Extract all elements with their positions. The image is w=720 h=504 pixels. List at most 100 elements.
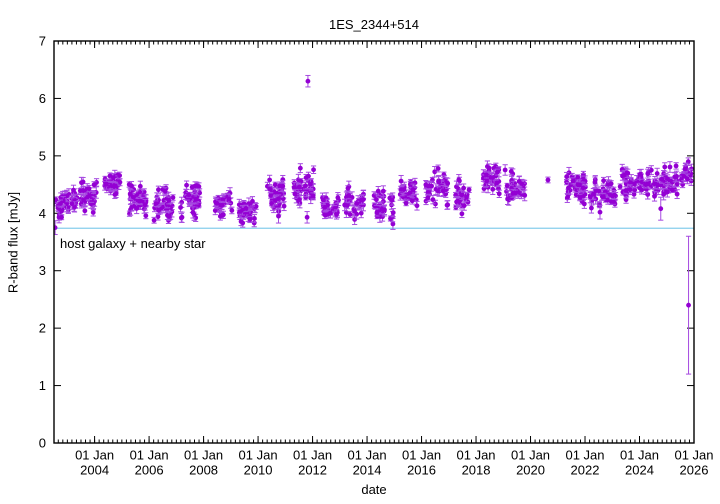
x-tick-label-line1: 01 Jan (130, 448, 169, 463)
data-point (137, 198, 142, 204)
data-point (605, 197, 611, 203)
data-point (268, 193, 274, 198)
x-tick-label-line1: 01 Jan (184, 448, 223, 463)
data-point (190, 210, 196, 215)
data-point (456, 177, 462, 183)
data-point (580, 176, 586, 182)
season-cluster (151, 184, 176, 224)
data-point (413, 197, 419, 203)
data-point (445, 202, 451, 208)
data-point (654, 171, 660, 176)
data-point (486, 165, 492, 171)
x-tick-label-line1: 01 Jan (457, 448, 496, 463)
data-point (631, 191, 637, 197)
data-point (71, 197, 77, 203)
data-point (131, 194, 136, 200)
data-point (303, 194, 309, 200)
x-tick-label-line1: 01 Jan (511, 448, 550, 463)
data-point (81, 197, 86, 203)
data-point (601, 178, 606, 184)
data-point (304, 214, 310, 220)
data-point (580, 185, 586, 191)
data-point (672, 174, 678, 180)
data-point (454, 184, 459, 190)
data-point (545, 177, 551, 183)
data-point (308, 181, 313, 187)
x-tick-label-line2: 2012 (298, 463, 327, 478)
data-point (276, 213, 281, 219)
data-point (247, 217, 253, 222)
data-point (466, 187, 472, 193)
data-point (566, 185, 571, 191)
data-point (658, 182, 664, 188)
data-point (243, 205, 249, 211)
data-point (129, 183, 134, 189)
y-axis-tick-labels: 0 1 2 3 4 5 6 7 (39, 34, 46, 451)
data-point (686, 302, 691, 308)
data-point (250, 198, 255, 204)
data-point (134, 206, 140, 211)
data-point (625, 170, 631, 176)
y-tick-label: 3 (39, 263, 46, 278)
data-point (166, 198, 172, 203)
data-point (590, 191, 596, 197)
data-point (374, 210, 380, 215)
data-point (220, 212, 226, 218)
data-point (621, 172, 627, 178)
data-point (684, 176, 690, 182)
data-point (490, 186, 496, 192)
data-point (435, 166, 441, 171)
x-tick-label-line1: 01 Jan (239, 448, 278, 463)
data-point (156, 207, 162, 213)
data-point (80, 188, 86, 193)
data-point (464, 194, 469, 200)
data-point (575, 182, 581, 188)
x-tick-label-line2: 2016 (407, 463, 436, 478)
data-point (113, 183, 118, 189)
x-tick-label-line2: 2020 (516, 463, 545, 478)
data-point (484, 178, 490, 184)
data-point (581, 201, 587, 207)
data-point (508, 168, 514, 174)
data-point (351, 208, 357, 214)
data-point (670, 179, 675, 185)
y-tick-label: 4 (39, 206, 46, 221)
host-galaxy-annotation: host galaxy + nearby star (60, 236, 206, 251)
data-point (435, 188, 441, 194)
data-points-layer (54, 74, 694, 375)
x-tick-label-line2: 2008 (189, 463, 218, 478)
data-point (142, 202, 148, 208)
season-cluster (453, 174, 472, 219)
data-point (407, 190, 412, 196)
data-point (178, 205, 183, 210)
data-point (170, 195, 176, 200)
x-tick-label-line2: 2010 (244, 463, 273, 478)
x-tick-label-line1: 01 Jan (402, 448, 441, 463)
data-point (461, 185, 467, 191)
data-point (71, 187, 76, 193)
data-point (226, 196, 232, 202)
x-tick-label-line1: 01 Jan (348, 448, 387, 463)
data-point (347, 212, 353, 217)
data-point (564, 174, 570, 180)
data-point (645, 171, 651, 177)
x-axis-title: date (361, 482, 387, 497)
data-point (510, 190, 516, 196)
data-point (140, 193, 146, 198)
data-point (461, 203, 467, 209)
season-cluster (480, 160, 502, 199)
data-point (359, 197, 364, 203)
data-point (573, 192, 579, 198)
data-point (669, 187, 675, 193)
data-point (403, 200, 409, 206)
data-point (273, 198, 278, 203)
data-point (267, 177, 273, 183)
season-cluster (397, 174, 420, 211)
data-point (430, 197, 436, 203)
x-tick-label-line2: 2018 (462, 463, 491, 478)
data-point (342, 202, 348, 208)
data-point (193, 196, 199, 202)
data-point (91, 200, 96, 206)
